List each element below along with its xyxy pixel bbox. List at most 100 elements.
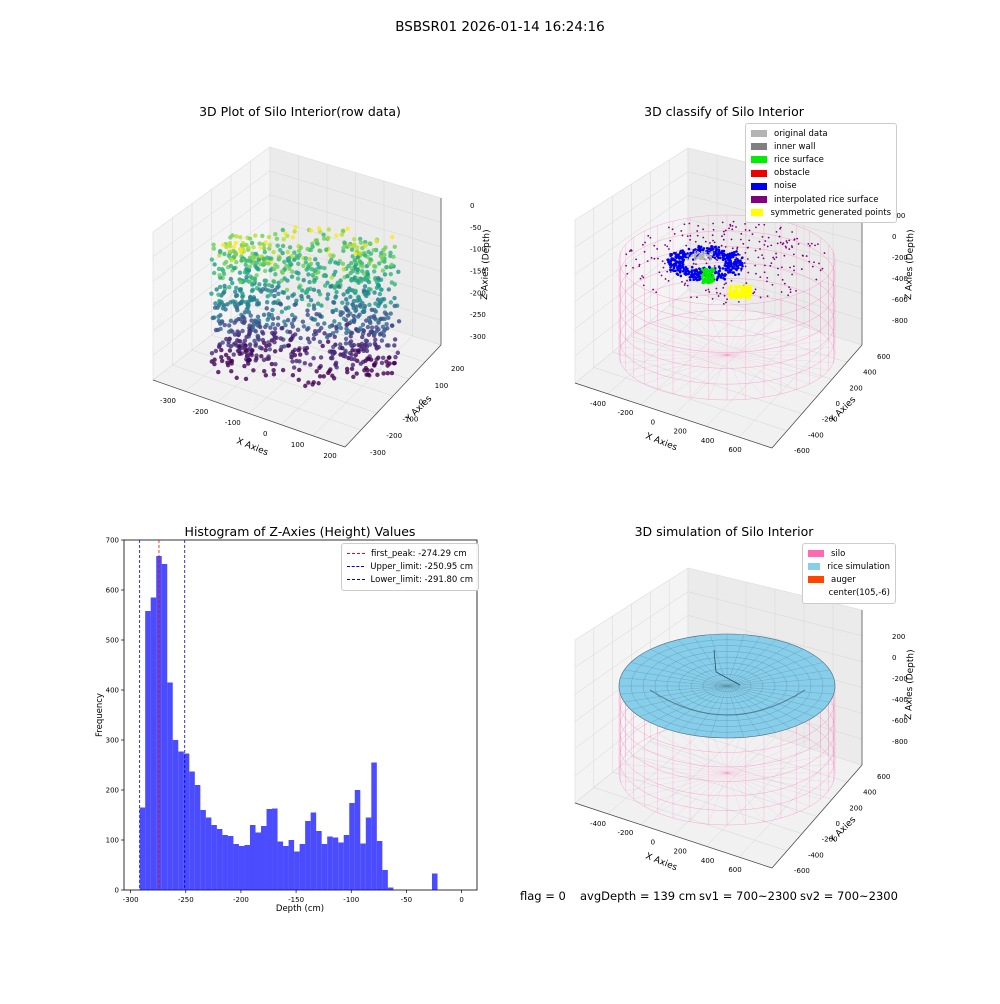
raw3d-point [271, 332, 276, 337]
interpolated-point [766, 295, 769, 298]
interpolated-point [791, 231, 794, 233]
histogram-bar [222, 835, 228, 890]
raw3d-point [264, 255, 270, 260]
raw3d-point [266, 354, 271, 359]
raw3d-point [385, 326, 390, 331]
interpolated-point [667, 280, 670, 282]
raw3d-point [366, 315, 372, 321]
raw3d-point [274, 236, 280, 241]
raw3d-point [291, 317, 297, 323]
raw3d-point [279, 309, 285, 314]
histogram-reference-lines [139, 540, 186, 890]
silo-floor-spoke [620, 763, 728, 774]
raw3d-point [211, 270, 217, 276]
noise-point [699, 248, 702, 251]
raw3d-point [352, 356, 357, 362]
raw3d-point [316, 226, 322, 231]
noise-point [718, 274, 722, 278]
raw3d-point [267, 347, 273, 352]
legend-item-upper-limit: Upper_limit: -250.95 cm [347, 560, 473, 573]
silo-floor-spoke [689, 354, 728, 398]
swatch-lower-limit [347, 579, 365, 581]
noise-point [735, 250, 738, 253]
raw3d-point [311, 306, 317, 311]
noise-point [670, 257, 673, 261]
interpolated-point [666, 270, 669, 273]
raw3d-point [331, 376, 337, 381]
interpolated-point [724, 229, 727, 232]
interpolated-point [801, 254, 804, 257]
noise-point [726, 262, 730, 265]
x-tick-label: -50 [401, 896, 412, 904]
raw3d-point [254, 302, 260, 307]
interpolated-point [696, 234, 699, 237]
raw3d-point [290, 235, 296, 240]
mesh-spoke [726, 685, 834, 695]
noise-point [674, 264, 678, 267]
noise-point [676, 268, 680, 272]
noise-point [721, 267, 725, 270]
y-tick-label: 300 [106, 737, 119, 745]
interpolated-point [642, 284, 645, 287]
silo-floor-spoke [644, 772, 728, 807]
raw3d-point [216, 369, 221, 375]
interpolated-point [781, 278, 784, 281]
raw3d-point [252, 338, 257, 344]
symmetric-point [738, 285, 742, 289]
interpolated-point [711, 297, 714, 300]
raw3d-point [219, 355, 224, 360]
mesh-spoke [639, 655, 728, 687]
raw3d-point [366, 356, 371, 362]
raw3d-point [254, 298, 260, 303]
interpolated-point [773, 258, 776, 261]
histogram-bar [183, 753, 190, 890]
mesh-spoke [726, 685, 815, 717]
raw3d-point [392, 244, 397, 250]
raw3d-point [371, 362, 377, 367]
interpolated-point [692, 262, 695, 265]
interpolated-point [715, 291, 718, 294]
noise-point [724, 262, 727, 265]
original-point [698, 254, 701, 257]
raw3d-point [211, 246, 217, 251]
rice-mesh [619, 634, 835, 738]
mesh-spoke [693, 636, 728, 687]
noise-point [679, 274, 683, 278]
raw3d-point [325, 296, 330, 301]
raw3d-point [247, 255, 253, 260]
symmetric-point [748, 284, 752, 288]
raw3d-point [333, 362, 338, 368]
mesh-spoke [726, 636, 761, 687]
interpolated-point [711, 234, 714, 237]
silo-floor-spoke [726, 339, 829, 356]
raw3d-point [285, 318, 291, 323]
raw3d-point [213, 348, 219, 354]
noise-point [717, 269, 721, 273]
original-point [686, 257, 689, 261]
raw3d-point [363, 276, 368, 281]
mesh-spoke [726, 649, 804, 687]
classify3d-z-tick: -400 [892, 275, 908, 283]
raw3d-point [345, 322, 350, 327]
raw3d-point [382, 252, 387, 257]
noise-point [736, 253, 740, 256]
interpolated-point [775, 256, 778, 259]
simulation3d-zlabel: Z Axies (Depth) [904, 649, 916, 720]
noise-point [681, 255, 684, 259]
histogram-bar [354, 790, 361, 890]
raw3d-point [275, 264, 280, 269]
mesh-spoke [663, 643, 728, 687]
legend-item-obstacle: obstacle [751, 167, 891, 180]
raw3d-point [351, 374, 356, 380]
raw3d-point [314, 369, 319, 374]
raw3d-point [358, 240, 364, 245]
raw3d-point [393, 354, 398, 360]
interpolated-point [748, 229, 751, 232]
raw3d-point [296, 377, 301, 383]
noise-point [674, 269, 677, 273]
rice-surface-point [709, 270, 713, 273]
raw3d-point [289, 321, 295, 326]
raw3d-point [249, 240, 255, 246]
histogram-bar [205, 817, 212, 890]
